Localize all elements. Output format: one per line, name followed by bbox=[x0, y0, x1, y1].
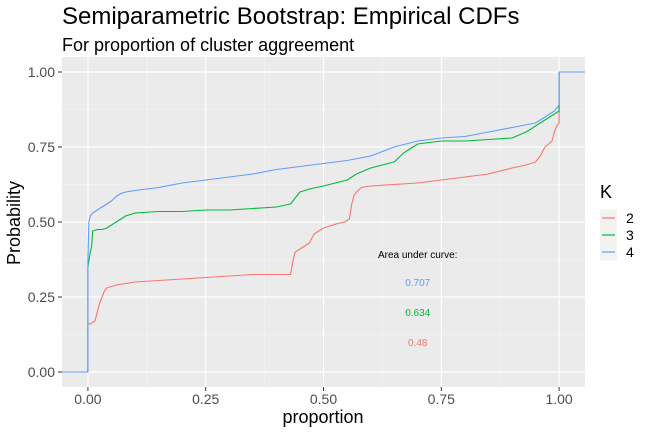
legend-label: 3 bbox=[626, 227, 634, 243]
annotation-value: 0.48 bbox=[408, 338, 428, 349]
annotation-layer: Area under curve: 0.707 0.634 0.48 bbox=[378, 250, 458, 349]
annotation-value: 0.707 bbox=[405, 278, 430, 289]
x-axis-title: proportion bbox=[282, 407, 363, 427]
y-axis: 0.00 0.25 0.50 0.75 1.00 bbox=[28, 64, 62, 380]
legend: K 234 bbox=[600, 182, 634, 261]
y-tick-label: 0.25 bbox=[28, 289, 55, 305]
legend-items: 234 bbox=[600, 209, 634, 261]
chart-subtitle: For proportion of cluster aggreement bbox=[62, 35, 354, 55]
x-tick-label: 0.00 bbox=[74, 391, 101, 407]
legend-label: 2 bbox=[626, 210, 634, 226]
major-gridlines bbox=[62, 57, 585, 387]
x-tick-label: 1.00 bbox=[545, 391, 572, 407]
legend-title: K bbox=[600, 182, 612, 202]
y-tick-label: 0.00 bbox=[28, 364, 55, 380]
series-line-k4 bbox=[62, 71, 585, 373]
annotation-header: Area under curve: bbox=[378, 250, 458, 261]
y-axis-title: Probability bbox=[4, 181, 24, 265]
y-tick-label: 0.75 bbox=[28, 139, 55, 155]
series-line-k2 bbox=[62, 71, 585, 373]
y-tick-label: 0.50 bbox=[28, 214, 55, 230]
series-line-k3 bbox=[62, 71, 585, 373]
x-tick-label: 0.75 bbox=[428, 391, 455, 407]
x-axis: 0.00 0.25 0.50 0.75 1.00 bbox=[74, 387, 573, 407]
series-layer bbox=[62, 71, 585, 373]
annotation-value: 0.634 bbox=[405, 308, 430, 319]
legend-label: 4 bbox=[626, 244, 634, 260]
x-tick-label: 0.50 bbox=[310, 391, 337, 407]
y-tick-label: 1.00 bbox=[28, 64, 55, 80]
chart-title: Semiparametric Bootstrap: Empirical CDFs bbox=[62, 3, 519, 30]
x-tick-label: 0.25 bbox=[192, 391, 219, 407]
